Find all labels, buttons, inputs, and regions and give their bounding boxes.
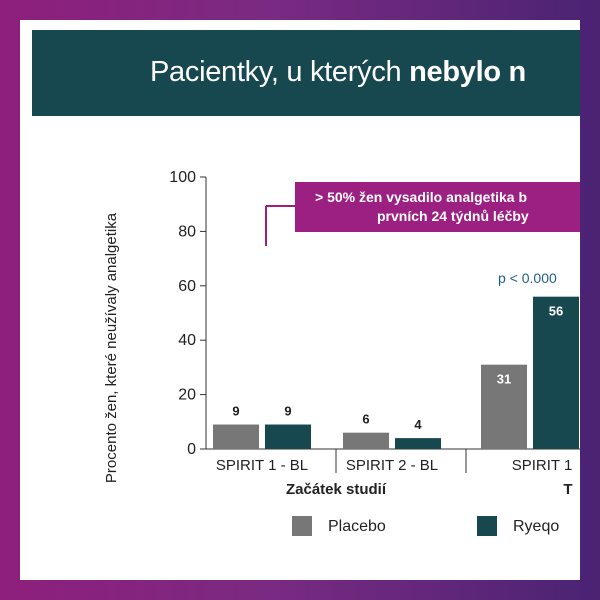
title-bold: nebylo n <box>409 56 526 88</box>
callout-line-2: prvních 24 týdnů léčby <box>377 208 529 224</box>
y-tick-label: 100 <box>169 169 196 186</box>
p-value-label: p < 0.000 <box>498 270 557 286</box>
data-labels: 9 9 6 4 31 56 <box>232 304 563 432</box>
legend-label: Placebo <box>328 518 386 535</box>
title-regular: Pacientky, u kterých <box>150 56 410 88</box>
category-label: SPIRIT 2 - BL <box>346 457 438 474</box>
legend-swatch-placebo <box>292 516 312 536</box>
legend: Placebo Ryeqo <box>292 516 559 536</box>
data-label: 9 <box>284 404 291 419</box>
y-tick-label: 60 <box>178 278 196 295</box>
group-label: T <box>563 481 572 498</box>
bar-placebo <box>213 424 259 449</box>
data-label: 9 <box>232 404 239 419</box>
data-label: 4 <box>414 417 422 432</box>
data-label: 56 <box>549 304 563 319</box>
bar-ryeqo <box>533 296 579 449</box>
y-tick-label: 40 <box>178 332 196 349</box>
bar-ryeqo <box>395 438 441 449</box>
title-bar: Pacientky, u kterých nebylo n <box>32 30 580 116</box>
y-tick-label: 20 <box>178 387 196 404</box>
callout-box: > 50% žen vysadilo analgetika b prvních … <box>295 182 580 232</box>
group-label: Začátek studií <box>286 481 387 498</box>
y-tick-label: 0 <box>187 441 196 458</box>
bars <box>213 296 579 449</box>
callout-connector <box>265 205 296 246</box>
category-label: SPIRIT 1 <box>512 457 573 474</box>
slide-title: Pacientky, u kterých nebylo n <box>150 56 526 89</box>
slide: Pacientky, u kterých nebylo n 0 20 40 60 80 1… <box>20 20 580 580</box>
category-labels: SPIRIT 1 - BL SPIRIT 2 - BL SPIRIT 1 Začáte… <box>216 457 573 498</box>
callout-line-1: > 50% žen vysadilo analgetika b <box>315 189 528 205</box>
legend-swatch-ryeqo <box>477 516 497 536</box>
data-label: 31 <box>497 372 511 387</box>
legend-label: Ryeqo <box>513 518 559 535</box>
y-tick-label: 80 <box>178 223 196 240</box>
data-label: 6 <box>362 412 369 427</box>
y-axis-label: Procento žen, které neužívaly analgetika <box>103 212 120 483</box>
bar-placebo <box>481 364 527 449</box>
category-label: SPIRIT 1 - BL <box>216 457 308 474</box>
bar-placebo <box>343 432 389 449</box>
bar-ryeqo <box>265 424 311 449</box>
